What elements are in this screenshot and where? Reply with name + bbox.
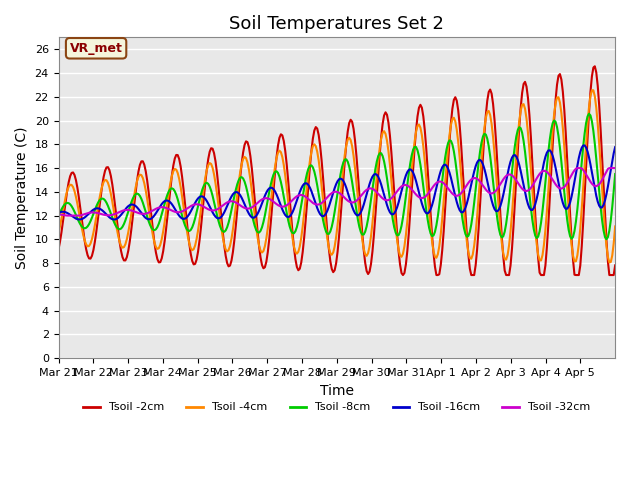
Title: Soil Temperatures Set 2: Soil Temperatures Set 2 — [229, 15, 444, 33]
Text: VR_met: VR_met — [70, 42, 122, 55]
Y-axis label: Soil Temperature (C): Soil Temperature (C) — [15, 127, 29, 269]
X-axis label: Time: Time — [320, 384, 354, 397]
Legend: Tsoil -2cm, Tsoil -4cm, Tsoil -8cm, Tsoil -16cm, Tsoil -32cm: Tsoil -2cm, Tsoil -4cm, Tsoil -8cm, Tsoi… — [79, 398, 595, 417]
